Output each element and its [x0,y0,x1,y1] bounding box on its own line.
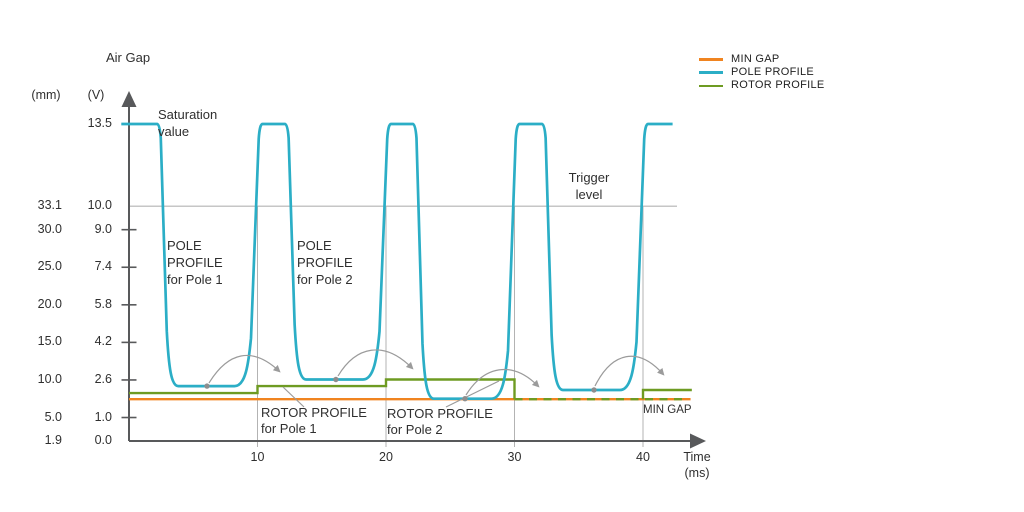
min-gap-label: MIN GAP [643,404,692,416]
y-tick-mm-15.0: 15.0 [37,334,62,349]
x-tick-20: 20 [379,450,393,464]
dip-to-rotor-arrow [208,354,281,384]
rotor-label-leader-line [282,386,305,408]
pole-profile-2-label: POLE PROFILE for Pole 2 [297,238,353,287]
chart-title: Air Gap [106,50,151,65]
x-axis-arrowhead-icon [690,433,706,449]
dip-to-rotor-arrow [337,349,414,377]
rotor-profile-line [129,378,692,400]
legend-swatch-min-gap-icon [699,58,723,61]
trigger-level-label: Trigger level [568,170,610,202]
y-tick-v-7.4: 7.4 [94,259,112,274]
y-tick-mm-33.1: 33.1 [37,198,62,213]
legend-item-min-gap: MIN GAP [699,53,825,66]
y-tick-v-9.0: 9.0 [94,221,112,236]
y-axis-arrowhead-icon [121,91,137,107]
legend-item-pole-profile: POLE PROFILE [699,66,825,79]
saturation-value-label: Saturation value [158,107,218,139]
dip-marker-dot [591,387,597,393]
x-tick-10: 10 [250,450,265,464]
y-tick-v-10.0: 10.0 [87,198,112,213]
unit-mm-label: (mm) [31,88,61,102]
x-axis-title: Time (ms) [683,450,711,480]
rotor-profile-1-label: ROTOR PROFILE for Pole 1 [261,405,367,436]
legend: MIN GAP POLE PROFILE ROTOR PROFILE [699,53,825,93]
x-tick-40: 40 [636,450,650,464]
dip-marker-dot [333,376,339,383]
y-tick-mm-25.0: 25.0 [37,259,62,274]
legend-item-rotor-profile: ROTOR PROFILE [699,79,825,92]
y-tick-mm-5.0: 5.0 [44,409,62,424]
legend-swatch-rotor-profile-icon [699,84,723,88]
y-tick-v-0.0: 0.0 [94,433,112,447]
x-tick-30: 30 [507,450,522,464]
dip-to-rotor-arrow [594,355,665,387]
y-tick-v-13.5: 13.5 [87,116,112,131]
y-tick-v-1.0: 1.0 [94,409,112,424]
dip-to-rotor-arrow [465,368,540,396]
y-tick-v-4.2: 4.2 [94,334,112,349]
y-tick-mm-10.0: 10.0 [37,371,62,386]
pole-profile-1-label: POLE PROFILE for Pole 1 [167,238,223,287]
pole-profile-line [121,122,673,401]
dip-marker-dot [204,383,210,389]
rotor-label-leader-line [445,380,500,408]
unit-v-label: (V) [87,88,105,102]
y-tick-v-2.6: 2.6 [94,371,112,386]
y-tick-mm-20.0: 20.0 [37,296,62,311]
legend-swatch-pole-profile-icon [699,71,723,75]
y-tick-mm-30.0: 30.0 [37,221,62,236]
legend-label-pole-profile: POLE PROFILE [731,66,815,79]
y-tick-v-5.8: 5.8 [94,296,112,311]
legend-label-rotor-profile: ROTOR PROFILE [731,79,825,92]
dip-marker-dot [462,396,468,402]
y-tick-mm-1.9: 1.9 [44,433,62,447]
rotor-profile-2-label: ROTOR PROFILE for Pole 2 [387,406,493,437]
legend-label-min-gap: MIN GAP [731,53,780,66]
